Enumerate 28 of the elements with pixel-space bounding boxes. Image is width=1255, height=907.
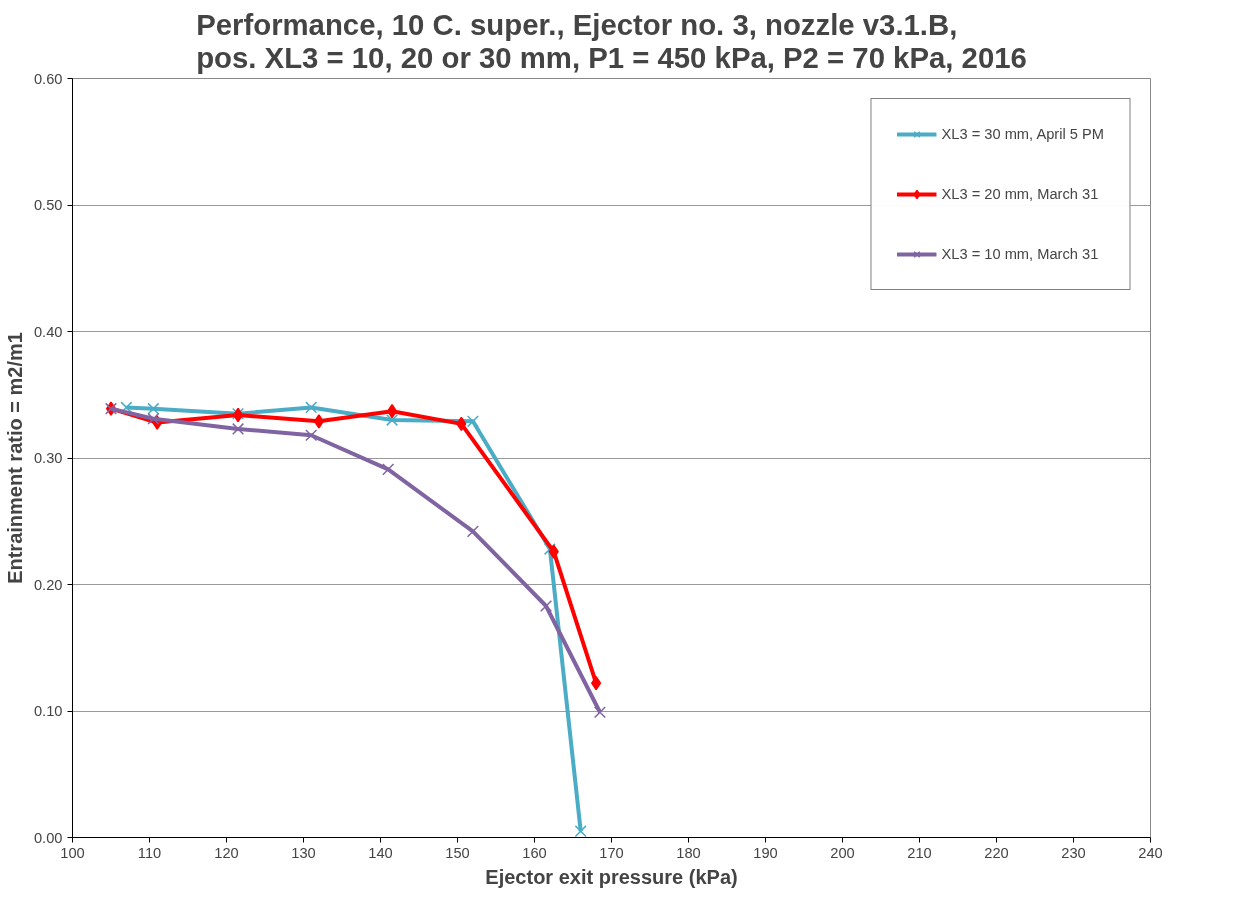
legend-label: XL3 = 30 mm, April 5 PM [941, 126, 1104, 142]
chart-title: Performance, 10 C. super., Ejector no. 3, nozzle v3.1.B, pos. XL3 = 10, 20 or 30 mm, P1 = 450 kPa, P2 = 70 kPa, 2016 [196, 7, 1027, 74]
x-tick-label: 180 [676, 844, 701, 861]
legend-label: XL3 = 20 mm, March 31 [941, 186, 1099, 202]
y-tick-label: 0.40 [33, 323, 63, 340]
y-tick-label: 0.20 [33, 576, 63, 593]
x-axis-title: Ejector exit pressure (kPa) [485, 865, 738, 888]
y-tick-label: 0.10 [33, 703, 63, 719]
x-tick-label: 150 [445, 844, 470, 861]
x-tick-label: 220 [984, 844, 1009, 861]
x-tick-label: 110 [137, 844, 162, 861]
x-tick-label: 140 [368, 844, 393, 861]
x-tick-label: 200 [830, 844, 855, 861]
x-tick-label: 160 [522, 844, 547, 861]
x-tick-label: 190 [753, 844, 778, 861]
x-tick-label: 130 [291, 844, 316, 861]
y-tick-label: 0.50 [33, 197, 63, 213]
x-tick-label: 120 [214, 844, 239, 861]
x-tick-label: 230 [1061, 844, 1086, 861]
y-tick-label: 0.30 [33, 450, 63, 466]
y-axis-title: Entrainment ratio = m2/m1 [3, 332, 26, 584]
x-tick-label: 170 [599, 844, 624, 861]
y-tick-label: 0.60 [33, 70, 63, 87]
x-tick-label: 240 [1138, 844, 1163, 861]
x-tick-label: 100 [60, 844, 85, 861]
x-tick-label: 210 [907, 844, 932, 861]
y-tick-label: 0.00 [33, 829, 63, 846]
legend-label: XL3 = 10 mm, March 31 [941, 246, 1099, 262]
